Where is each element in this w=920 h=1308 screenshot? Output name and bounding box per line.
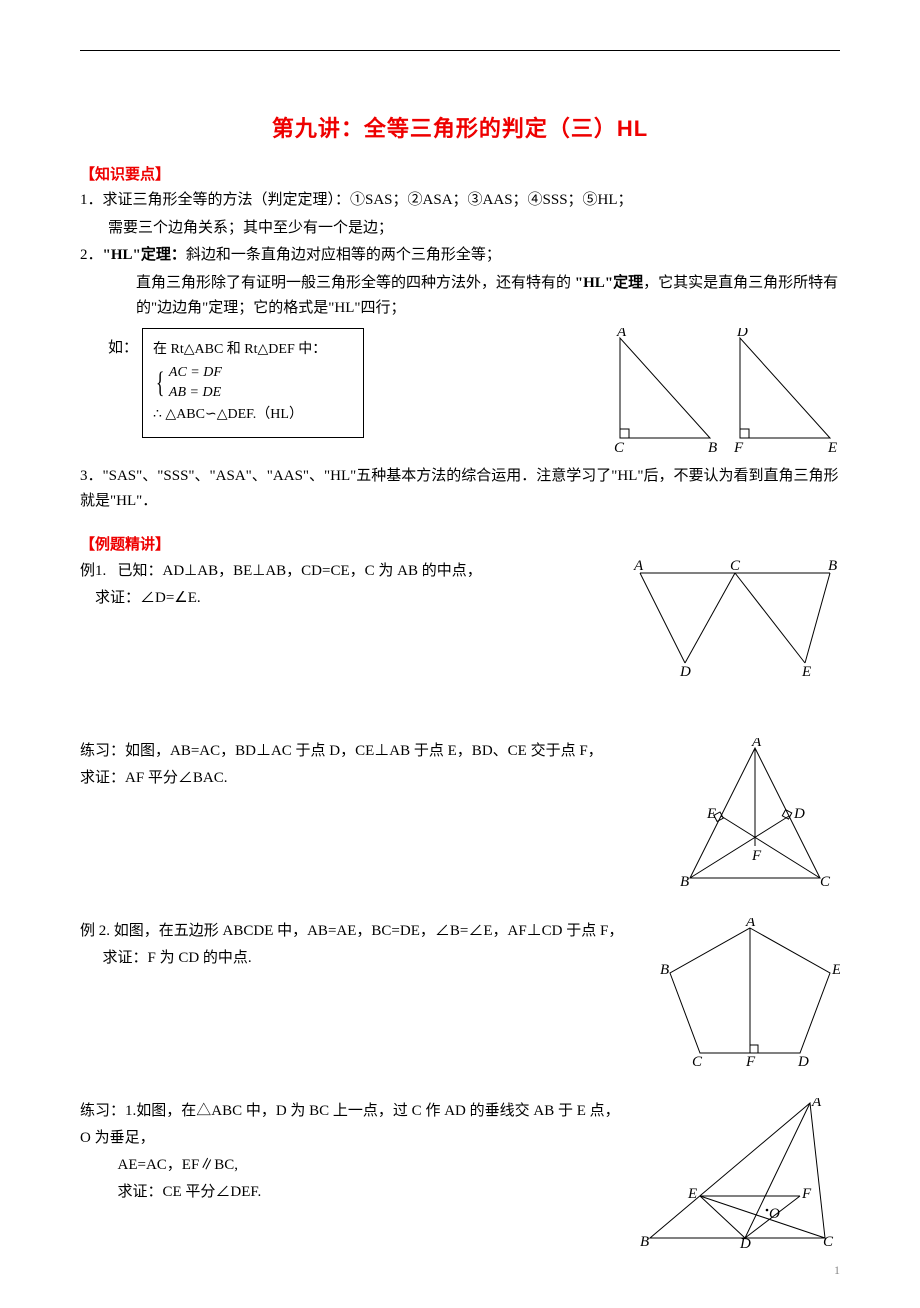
proof-braced: { AC = DF AB = DE [153, 363, 353, 402]
section-examples: 【例题精讲】 [80, 533, 840, 554]
ex1-A: A [633, 558, 644, 574]
top-rule [80, 50, 840, 51]
ex1-E: E [801, 664, 811, 678]
brace-icon: { [156, 368, 165, 398]
ex2-text: 例 2. 如图，在五边形 ABCDE 中，AB=AE，BC=DE，∠B=∠E，A… [80, 918, 650, 972]
p2-text: 练习：1.如图，在△ABC 中，D 为 BC 上一点，过 C 作 AD 的垂线交… [80, 1098, 630, 1206]
p1-B: B [680, 874, 689, 888]
proof-row: 如： 在 Rt△ABC 和 Rt△DEF 中： { AC = DF AB = D… [80, 328, 840, 458]
p1-text: 练习：如图，AB=AC，BD⊥AC 于点 D，CE⊥AB 于点 E，BD、CE … [80, 738, 660, 792]
proof-l1: 在 Rt△ABC 和 Rt△DEF 中： [153, 337, 353, 364]
ex2-F: F [745, 1054, 756, 1068]
ex2-B: B [660, 962, 669, 978]
proof-box: 在 Rt△ABC 和 Rt△DEF 中： { AC = DF AB = DE ∴… [142, 328, 364, 438]
hl-term: "HL"定理： [103, 247, 186, 263]
ex1-text: 例1. 已知：AD⊥AB，BE⊥AB，CD=CE，C 为 AB 的中点， 求证：… [80, 558, 620, 612]
ex2-A: A [745, 918, 756, 930]
lbl-B: B [708, 440, 717, 456]
lbl-E: E [827, 440, 837, 456]
point-2-num: 2． [80, 247, 103, 263]
page-number-wrap: 1 [80, 1258, 840, 1278]
eq2: AB = DE [169, 385, 221, 400]
p2-O: O [769, 1206, 780, 1222]
ex2-svg: A B E C D F [660, 918, 840, 1068]
p1-l2: 求证：AF 平分∠BAC. [80, 770, 228, 786]
practice-2: 练习：1.如图，在△ABC 中，D 为 BC 上一点，过 C 作 AD 的垂线交… [80, 1098, 840, 1248]
point-2-rest: 斜边和一条直角边对应相等的两个三角形全等； [186, 247, 501, 263]
p2-D: D [739, 1236, 751, 1248]
two-triangles: A C B D F E [610, 328, 840, 458]
example-1: 例1. 已知：AD⊥AB，BE⊥AB，CD=CE，C 为 AB 的中点， 求证：… [80, 558, 840, 678]
ex2-E: E [831, 962, 840, 978]
p2-C: C [823, 1234, 834, 1248]
p1-A: A [751, 738, 762, 750]
point-2d: 直角三角形除了有证明一般三角形全等的四种方法外，还有特有的 "HL"定理，它其实… [80, 271, 840, 322]
point-1: 1．求证三角形全等的方法（判定定理）：①SAS；②ASA；③AAS；④SSS；⑤… [80, 188, 840, 214]
point-2: 2．"HL"定理：斜边和一条直角边对应相等的两个三角形全等； [80, 243, 840, 269]
ex2-l1: 如图，在五边形 ABCDE 中，AB=AE，BC=DE，∠B=∠E，AF⊥CD … [114, 923, 624, 939]
eq1: AC = DF [169, 365, 222, 380]
ex1-l1: 已知：AD⊥AB，BE⊥AB，CD=CE，C 为 AB 的中点， [118, 563, 482, 579]
page-title: 第九讲：全等三角形的判定（三）HL [80, 111, 840, 143]
p1-l1: 练习：如图，AB=AC，BD⊥AC 于点 D，CE⊥AB 于点 E，BD、CE … [80, 743, 603, 759]
lbl-A: A [616, 328, 627, 340]
ex1-B: B [828, 558, 837, 574]
p2-A: A [811, 1098, 822, 1110]
p2-fig: A B C D E F O [640, 1098, 840, 1248]
ex1-D: D [679, 664, 691, 678]
lbl-F: F [733, 440, 744, 456]
section-knowledge: 【知识要点】 [80, 163, 840, 184]
lbl-D: D [736, 328, 748, 340]
p2-B: B [640, 1234, 649, 1248]
ex2-label: 例 2. [80, 923, 110, 939]
p2-l2a: AE=AC，EF∥BC, [118, 1157, 239, 1173]
ex2-fig: A B E C D F [660, 918, 840, 1068]
p2-E: E [687, 1186, 697, 1202]
ex1-label: 例1. [80, 563, 106, 579]
proof-side: 如： 在 Rt△ABC 和 Rt△DEF 中： { AC = DF AB = D… [80, 328, 364, 438]
p2-svg: A B C D E F O [640, 1098, 840, 1248]
eg-label: 如： [108, 336, 138, 357]
proof-l3: ∴ △ABC∽△DEF.（HL） [153, 402, 353, 429]
point-1b: 需要三个边角关系；其中至少有一个是边； [80, 216, 840, 242]
p2-l2b: 求证：CE 平分∠DEF. [118, 1184, 262, 1200]
page: 第九讲：全等三角形的判定（三）HL 【知识要点】 1．求证三角形全等的方法（判定… [80, 0, 840, 1308]
eq-pair: AC = DF AB = DE [169, 363, 222, 402]
p2d: 直角三角形除了有证明一般三角形全等的四种方法外，还有特有的 [136, 275, 575, 291]
ex1-fig: A C B D E [630, 558, 840, 678]
ex1-C: C [730, 558, 741, 574]
p2e: "HL"定理 [575, 275, 643, 291]
ex1-svg: A C B D E [630, 558, 840, 678]
p2-l1: 练习：1.如图，在△ABC 中，D 为 BC 上一点，过 C 作 AD 的垂线交… [80, 1103, 620, 1146]
lbl-C: C [614, 440, 625, 456]
page-number: 1 [834, 1263, 840, 1278]
practice-1: 练习：如图，AB=AC，BD⊥AC 于点 D，CE⊥AB 于点 E，BD、CE … [80, 738, 840, 888]
p1-C: C [820, 874, 831, 888]
p1-D: D [793, 806, 805, 822]
triangle-pair-svg: A C B D F E [610, 328, 840, 458]
p1-E: E [706, 806, 716, 822]
ex1-l2: 求证：∠D=∠E. [95, 590, 201, 606]
ex2-l2: 求证：F 为 CD 的中点. [103, 950, 252, 966]
ex2-C: C [692, 1054, 703, 1068]
point-3: 3．"SAS"、"SSS"、"ASA"、"AAS"、"HL"五种基本方法的综合运… [80, 464, 840, 515]
p2-F: F [801, 1186, 812, 1202]
example-2: 例 2. 如图，在五边形 ABCDE 中，AB=AE，BC=DE，∠B=∠E，A… [80, 918, 840, 1068]
p1-fig: A B C E D F [670, 738, 840, 888]
p1-F: F [751, 848, 762, 864]
ex2-D: D [797, 1054, 809, 1068]
p1-svg: A B C E D F [670, 738, 840, 888]
